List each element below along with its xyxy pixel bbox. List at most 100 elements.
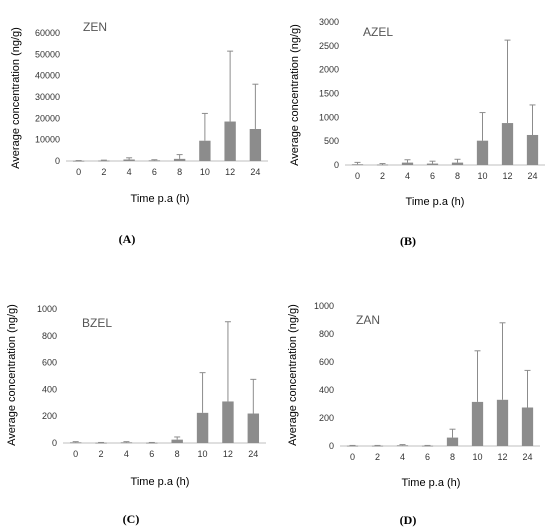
x-tick-label: 6 bbox=[430, 171, 435, 181]
y-tick-label: 800 bbox=[319, 329, 334, 339]
x-tick-label: 10 bbox=[477, 171, 487, 181]
bar bbox=[171, 439, 183, 443]
y-tick-label: 600 bbox=[319, 357, 334, 367]
bar bbox=[69, 442, 82, 444]
bar bbox=[351, 164, 364, 166]
x-tick-label: 6 bbox=[152, 167, 157, 177]
bar bbox=[346, 445, 359, 447]
x-tick-label: 2 bbox=[375, 452, 380, 462]
bar bbox=[224, 121, 236, 161]
bar bbox=[120, 442, 133, 444]
y-tick-label: 1500 bbox=[319, 89, 339, 99]
x-tick-label: 8 bbox=[175, 449, 180, 459]
x-tick-label: 0 bbox=[350, 452, 355, 462]
x-axis-title: Time p.a (h) bbox=[406, 196, 465, 208]
x-tick-label: 4 bbox=[124, 449, 129, 459]
bar bbox=[396, 445, 409, 447]
x-tick-label: 12 bbox=[497, 452, 507, 462]
x-tick-label: 24 bbox=[250, 167, 260, 177]
bar bbox=[247, 413, 260, 443]
panel-label: (C) bbox=[123, 512, 140, 526]
x-tick-label: 2 bbox=[101, 167, 106, 177]
bar bbox=[196, 412, 209, 443]
y-tick-label: 200 bbox=[42, 411, 57, 421]
bar bbox=[426, 163, 439, 165]
bar bbox=[421, 445, 434, 447]
x-tick-label: 4 bbox=[400, 452, 405, 462]
x-tick-label: 6 bbox=[425, 452, 430, 462]
x-tick-label: 12 bbox=[502, 171, 512, 181]
y-tick-label: 3000 bbox=[319, 17, 339, 27]
x-axis-title: Time p.a (h) bbox=[131, 193, 190, 205]
chart-title: BZEL bbox=[82, 316, 112, 330]
bar bbox=[526, 134, 539, 165]
y-tick-label: 500 bbox=[324, 136, 339, 146]
x-tick-label: 10 bbox=[198, 449, 208, 459]
x-tick-label: 10 bbox=[200, 167, 210, 177]
y-tick-label: 2500 bbox=[319, 41, 339, 51]
x-tick-label: 12 bbox=[223, 449, 233, 459]
bar bbox=[148, 160, 161, 162]
bar bbox=[446, 437, 459, 446]
bar bbox=[72, 160, 85, 162]
bar bbox=[249, 129, 262, 161]
bar bbox=[123, 159, 135, 161]
bar bbox=[496, 399, 509, 446]
x-axis-title: Time p.a (h) bbox=[402, 477, 461, 489]
x-tick-label: 8 bbox=[177, 167, 182, 177]
bar bbox=[222, 401, 234, 443]
y-tick-label: 0 bbox=[329, 441, 334, 451]
y-axis-title: Average concentration (ng/g) bbox=[6, 304, 18, 446]
y-axis-title: Average concentration (ng/g) bbox=[10, 27, 22, 169]
bar bbox=[199, 140, 211, 161]
y-tick-label: 600 bbox=[42, 358, 57, 368]
y-tick-label: 800 bbox=[42, 331, 57, 341]
y-axis-title: Average concentration (ng/g) bbox=[289, 24, 301, 166]
y-axis-title: Average concentration (ng/g) bbox=[287, 304, 299, 446]
x-tick-label: 8 bbox=[450, 452, 455, 462]
x-tick-label: 8 bbox=[455, 171, 460, 181]
x-tick-label: 2 bbox=[380, 171, 385, 181]
panel-label: (B) bbox=[400, 234, 416, 248]
bar bbox=[146, 442, 158, 444]
bar bbox=[451, 162, 464, 165]
bar bbox=[401, 162, 414, 165]
x-tick-label: 24 bbox=[522, 452, 532, 462]
x-tick-label: 24 bbox=[527, 171, 537, 181]
bar bbox=[376, 164, 389, 166]
chart-title: ZAN bbox=[356, 313, 380, 327]
y-tick-label: 0 bbox=[334, 160, 339, 170]
y-tick-label: 10000 bbox=[35, 135, 60, 145]
y-tick-label: 1000 bbox=[319, 112, 339, 122]
panel-label: (A) bbox=[119, 232, 136, 246]
panel-label: (D) bbox=[400, 513, 417, 527]
y-tick-label: 200 bbox=[319, 413, 334, 423]
x-tick-label: 0 bbox=[355, 171, 360, 181]
bar bbox=[521, 407, 534, 446]
y-tick-label: 400 bbox=[319, 385, 334, 395]
bar bbox=[95, 442, 107, 444]
x-axis-title: Time p.a (h) bbox=[131, 476, 190, 488]
x-tick-label: 10 bbox=[472, 452, 482, 462]
bar bbox=[471, 401, 484, 446]
y-tick-label: 1000 bbox=[314, 301, 334, 311]
x-tick-label: 0 bbox=[76, 167, 81, 177]
x-tick-label: 4 bbox=[127, 167, 132, 177]
y-tick-label: 2000 bbox=[319, 65, 339, 75]
chart-title: ZEN bbox=[83, 20, 107, 34]
y-tick-label: 40000 bbox=[35, 71, 60, 81]
y-tick-label: 60000 bbox=[35, 28, 60, 38]
bar bbox=[371, 445, 384, 447]
bar bbox=[173, 158, 186, 161]
y-tick-label: 20000 bbox=[35, 113, 60, 123]
x-tick-label: 6 bbox=[149, 449, 154, 459]
y-tick-label: 1000 bbox=[37, 304, 57, 314]
bar bbox=[476, 140, 489, 165]
y-tick-label: 30000 bbox=[35, 92, 60, 102]
y-tick-label: 50000 bbox=[35, 49, 60, 59]
y-tick-label: 0 bbox=[55, 156, 60, 166]
